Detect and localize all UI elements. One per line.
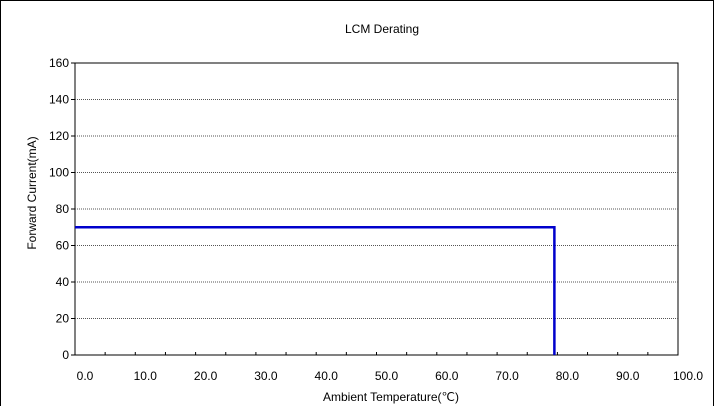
y-axis-ticks: 0 20 40 60 80 100 120 140 160 (49, 56, 75, 362)
x-tick-label-3: 30.0 (254, 369, 278, 383)
data-series (75, 226, 556, 355)
x-tick-label-7: 70.0 (495, 369, 519, 383)
y-tick-label-2: 40 (56, 275, 70, 289)
y-tick-label-6: 120 (49, 129, 69, 143)
x-tick-label-4: 40.0 (315, 369, 339, 383)
y-tick-label-7: 140 (49, 93, 69, 107)
x-axis-label: Ambient Temperature(℃) (323, 390, 459, 404)
x-tick-label-2: 20.0 (194, 369, 218, 383)
y-tick-label-3: 60 (56, 239, 70, 253)
x-tick-label-10: 100.0 (673, 369, 703, 383)
x-tick-label-0: 0.0 (77, 369, 94, 383)
gridlines (75, 99, 678, 319)
chart-title: LCM Derating (345, 22, 419, 36)
y-tick-label-1: 20 (56, 312, 70, 326)
y-tick-label-4: 80 (56, 202, 70, 216)
x-tick-label-5: 50.0 (375, 369, 399, 383)
x-tick-label-6: 60.0 (435, 369, 459, 383)
x-tick-label-1: 10.0 (134, 369, 158, 383)
x-tick-label-9: 90.0 (616, 369, 640, 383)
series-line-0 (75, 226, 556, 355)
x-tick-label-8: 80.0 (556, 369, 580, 383)
y-tick-label-5: 100 (49, 166, 69, 180)
y-tick-label-0: 0 (62, 348, 69, 362)
y-axis-label: Forward Current(mA) (25, 136, 39, 249)
x-axis-ticks: 0.0 10.0 20.0 30.0 40.0 50.0 60.0 70.0 80.0 90.0 1… (74, 352, 703, 383)
y-tick-label-8: 160 (49, 56, 69, 70)
